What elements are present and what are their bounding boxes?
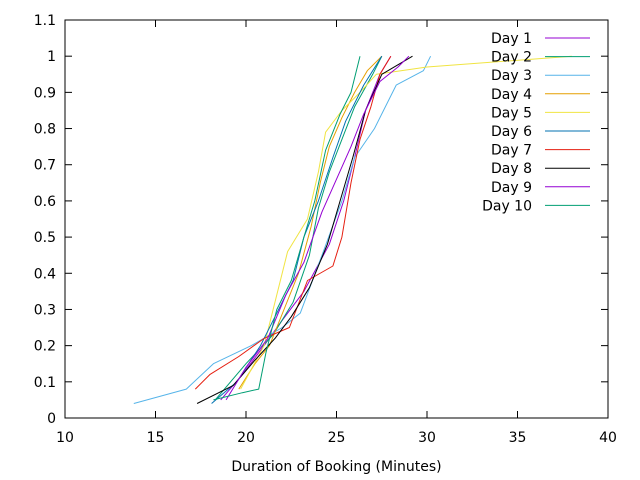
y-tick-label: 0.8 <box>34 122 56 138</box>
series-line-day-8 <box>196 55 413 404</box>
x-tick-label: 25 <box>328 430 346 446</box>
x-axis-title: Duration of Booking (Minutes) <box>231 459 441 475</box>
series-line-day-5 <box>240 55 572 390</box>
series-lines <box>133 55 572 404</box>
x-tick-label: 40 <box>599 430 617 446</box>
y-tick-label: 0.2 <box>34 339 56 355</box>
legend-label: Day 7 <box>491 143 532 159</box>
legend-label: Day 10 <box>482 198 532 214</box>
y-tick-label: 1.1 <box>34 13 56 29</box>
series-line-day-3 <box>133 55 432 404</box>
y-tick-label: 0 <box>47 411 56 427</box>
x-tick-label: 20 <box>237 430 255 446</box>
series-line-day-7 <box>194 55 392 390</box>
y-tick-label: 0.9 <box>34 85 56 101</box>
legend-label: Day 6 <box>491 124 532 140</box>
y-tick-label: 0.1 <box>34 375 56 391</box>
y-tick-label: 0.7 <box>34 158 56 174</box>
legend-label: Day 5 <box>491 105 532 121</box>
legend-label: Day 1 <box>491 31 532 47</box>
series-line-day-6 <box>211 55 383 404</box>
legend-label: Day 4 <box>491 87 532 103</box>
x-tick-label: 30 <box>418 430 436 446</box>
series-line-day-1 <box>220 55 392 401</box>
series-line-day-9 <box>225 55 410 401</box>
series-line-day-4 <box>238 55 383 390</box>
y-tick-label: 0.4 <box>34 266 56 282</box>
series-line-day-10 <box>213 56 361 401</box>
x-tick-label: 15 <box>147 430 165 446</box>
legend: Day 1 Day 2 Day 3 Day 4 Day 5 Day 6 Day 7 Day 8… <box>482 31 590 214</box>
x-tick-label: 10 <box>56 430 74 446</box>
y-tick-label: 0.6 <box>34 194 56 210</box>
axis-ticks: 10 15 20 25 30 35 40 0 0.1 0.2 0.3 0.4 0.5 0.6 0.7 0.8 0… <box>34 13 617 446</box>
series-line-day-2 <box>214 55 383 401</box>
y-tick-label: 0.3 <box>34 302 56 318</box>
legend-label: Day 9 <box>491 180 532 196</box>
legend-label: Day 8 <box>491 161 532 177</box>
x-tick-label: 35 <box>509 430 527 446</box>
legend-label: Day 2 <box>491 50 532 66</box>
legend-label: Day 3 <box>491 68 532 84</box>
y-tick-label: 0.5 <box>34 230 56 246</box>
y-tick-label: 1 <box>47 49 56 65</box>
